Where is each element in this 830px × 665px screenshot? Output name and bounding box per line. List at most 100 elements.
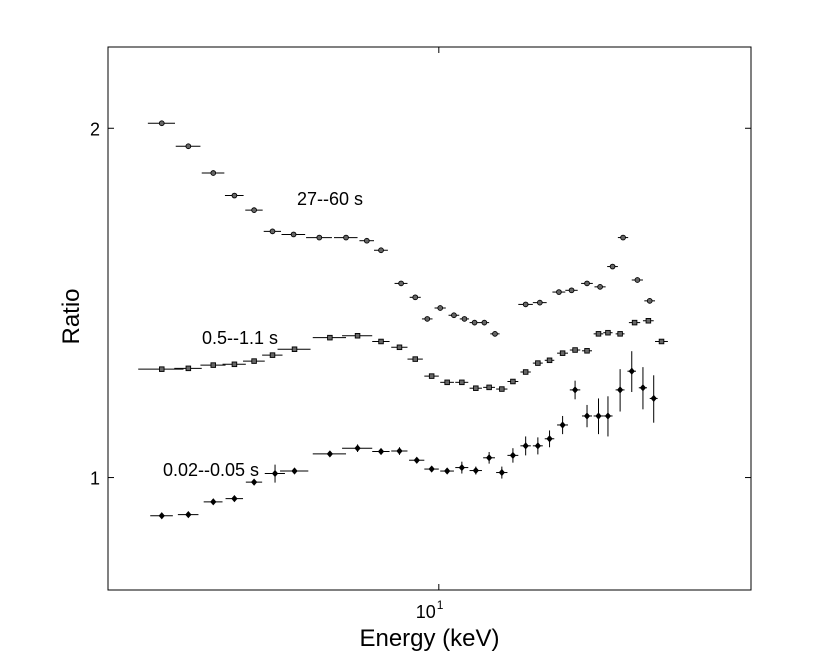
data-point [271,469,279,478]
data-point [631,319,638,326]
data-point [269,228,276,235]
x-tick-label-exponent: 1 [437,598,444,612]
data-point [363,237,370,244]
axis-ticks [108,47,751,590]
data-point [251,207,257,214]
data-point [650,394,657,403]
data-point [444,379,450,386]
data-point [571,386,579,394]
data-point [458,463,465,472]
data-point [343,234,349,241]
data-point [412,356,419,362]
x-axis-label: Energy (keV) [359,625,499,652]
y-tick-label: 1 [90,469,100,489]
data-point [354,332,361,339]
data-point [597,284,603,290]
data-point [210,362,217,368]
data-point [595,331,602,337]
plot-frame [107,46,752,591]
data-point [473,385,479,391]
data-point [377,447,385,456]
series-group [150,351,658,520]
data-point [461,316,468,322]
data-point [522,442,529,450]
data-point [481,319,488,326]
data-point [231,495,238,503]
series-label: 0.02--0.05 s [163,460,259,480]
data-point [486,454,493,462]
data-point [609,263,616,270]
data-point [605,329,611,336]
data-point [486,384,492,391]
data-point [639,384,647,392]
series-label: 0.5--1.1 s [202,328,278,348]
data-point [185,143,192,150]
y-tick-label: 2 [90,119,100,139]
data-point [492,330,498,337]
data-point [185,511,192,519]
series-group [138,318,668,392]
x-tick-label: 10 [416,602,436,622]
data-point [158,120,165,127]
data-point [522,369,529,375]
series-label: 27--60 s [297,189,363,209]
data-point [646,298,653,304]
data-point [437,305,444,311]
data-marks [138,120,668,520]
data-point [471,319,478,326]
data-point [354,444,361,452]
data-point [583,412,591,420]
data-point [424,316,431,322]
data-point [499,386,505,392]
data-point [378,338,384,345]
data-point [616,386,624,394]
data-point [185,365,192,372]
data-point [617,331,623,337]
data-point [250,478,258,486]
data-point [546,435,553,443]
data-point [290,231,297,238]
data-point [326,450,334,458]
data-point [412,294,419,301]
data-point [444,467,451,475]
data-point [568,287,575,294]
data-point [559,421,566,429]
data-point [428,373,435,379]
data-point [604,412,612,420]
data-point [210,498,217,506]
y-axis-label: Ratio [58,288,85,344]
series-group [147,120,656,337]
data-point [210,170,217,176]
data-point [658,338,665,345]
data-point [620,234,626,241]
data-point [645,318,652,324]
data-point [327,334,333,341]
data-point [628,367,635,375]
data-point [451,312,457,319]
data-point [559,350,566,356]
data-point [316,234,323,241]
data-point [498,468,505,477]
data-point [396,344,403,351]
data-point [535,360,541,366]
data-point [159,366,165,372]
data-point [584,348,590,354]
data-point [584,280,590,287]
data-point [472,466,479,475]
data-point [291,346,298,352]
data-point [398,280,404,287]
data-point [231,361,238,368]
data-point [534,442,541,450]
data-point [231,192,238,199]
data-point [269,352,276,358]
data-point [396,447,403,455]
data-point [546,357,553,364]
data-point [556,289,562,295]
data-point [428,465,435,473]
data-point [251,358,257,364]
data-point [509,451,517,459]
data-point [158,512,165,520]
